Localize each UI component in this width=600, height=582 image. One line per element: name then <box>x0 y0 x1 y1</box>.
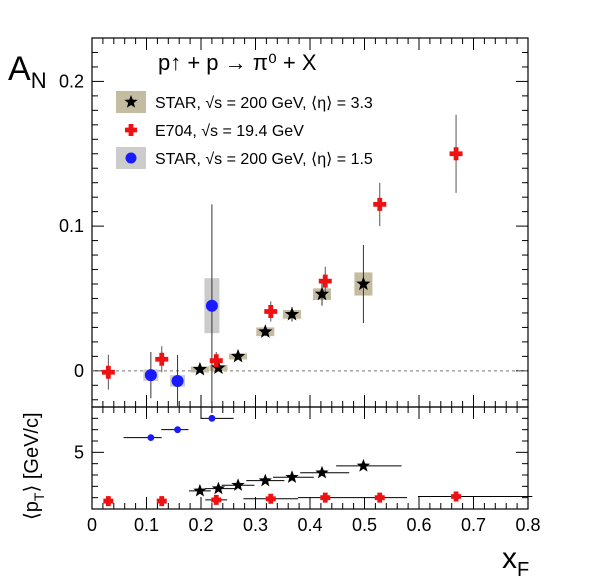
data-point <box>101 365 115 379</box>
data-point <box>314 286 330 301</box>
x-tick-label: 0.4 <box>297 515 322 535</box>
x-axis-title-sub: F <box>517 559 529 581</box>
x-tick-label: 0.8 <box>515 515 540 535</box>
data-point <box>192 361 208 376</box>
data-point <box>264 304 278 318</box>
data-point <box>230 348 246 363</box>
pt-data-point <box>320 492 331 503</box>
pt-data-point <box>258 473 272 487</box>
y-axis-title-top-sub: N <box>31 68 47 93</box>
x-axis-title-main: x <box>502 542 517 575</box>
x-axis-title: xF <box>502 542 529 581</box>
chart-title: p↑ + p → π⁰ + X <box>158 50 317 75</box>
data-point <box>318 274 332 288</box>
legend-label: E704, √s = 19.4 GeV <box>155 123 304 140</box>
pt-data-point <box>315 465 329 479</box>
x-tick-label: 0.3 <box>243 515 268 535</box>
pt-data-point <box>211 494 222 505</box>
data-point <box>155 352 169 366</box>
pt-data-point <box>211 481 226 495</box>
bottom-panel-frame <box>91 406 529 510</box>
y-axis-title-top-main: A <box>8 50 31 88</box>
top-y-tick-label: 0.2 <box>59 71 84 91</box>
pt-data-point <box>103 496 114 507</box>
top-panel-frame <box>91 37 529 408</box>
legend: STAR, √s = 200 GeV, ⟨η⟩ = 3.3 E704, √s = … <box>116 91 373 169</box>
pt-data-point <box>156 496 167 507</box>
y-axis-title-top: AN <box>8 50 47 93</box>
legend-label: STAR, √s = 200 GeV, ⟨η⟩ = 3.3 <box>155 95 373 112</box>
legend-marker <box>125 152 137 164</box>
pt-data-point <box>193 483 207 497</box>
data-point <box>356 276 371 291</box>
top-y-tick-label: 0 <box>74 361 84 381</box>
pt-data-point <box>208 414 216 422</box>
x-tick-label: 0.6 <box>406 515 431 535</box>
data-point <box>258 324 273 338</box>
top-panel: 0 0.1 0.2 <box>59 38 529 407</box>
data-point <box>209 354 223 368</box>
x-tick-label: 0.5 <box>352 515 377 535</box>
pt-data-point <box>231 478 245 491</box>
data-point <box>284 306 300 321</box>
y-axis-title-bottom-tail: ⟩ [GeV/c] <box>21 412 43 492</box>
pt-data-point <box>451 491 462 502</box>
pt-data-point <box>374 492 385 503</box>
data-point <box>211 360 226 374</box>
data-point <box>449 147 463 161</box>
legend-marker <box>125 124 137 136</box>
x-tick-label: 0.7 <box>461 515 486 535</box>
y-axis-title-bottom-main: ⟨p <box>21 501 43 520</box>
legend-label: STAR, √s = 200 GeV, ⟨η⟩ = 1.5 <box>155 151 373 168</box>
top-y-tick-label: 0.1 <box>59 216 84 236</box>
data-point <box>205 299 218 312</box>
y-axis-title-bottom: ⟨pT⟩ [GeV/c] <box>21 412 47 520</box>
data-point <box>144 369 157 382</box>
pt-data-point <box>356 458 371 472</box>
bottom-panel: 0 0.1 0.2 0.3 0.4 0.5 0.6 0.7 0.8 5 <box>74 407 541 535</box>
pt-data-point <box>147 434 155 441</box>
data-point <box>171 374 184 387</box>
x-tick-label: 0.2 <box>188 515 213 535</box>
bottom-y-tick-label: 5 <box>74 442 84 462</box>
y-axis-title-bottom-sub: T <box>31 492 47 501</box>
pt-data-point <box>265 493 276 504</box>
pt-data-point <box>174 426 181 434</box>
legend-marker <box>124 95 138 108</box>
pt-data-point <box>285 470 299 483</box>
x-tick-label: 0.1 <box>134 515 159 535</box>
x-tick-label: 0 <box>87 515 97 535</box>
data-point <box>373 197 387 211</box>
